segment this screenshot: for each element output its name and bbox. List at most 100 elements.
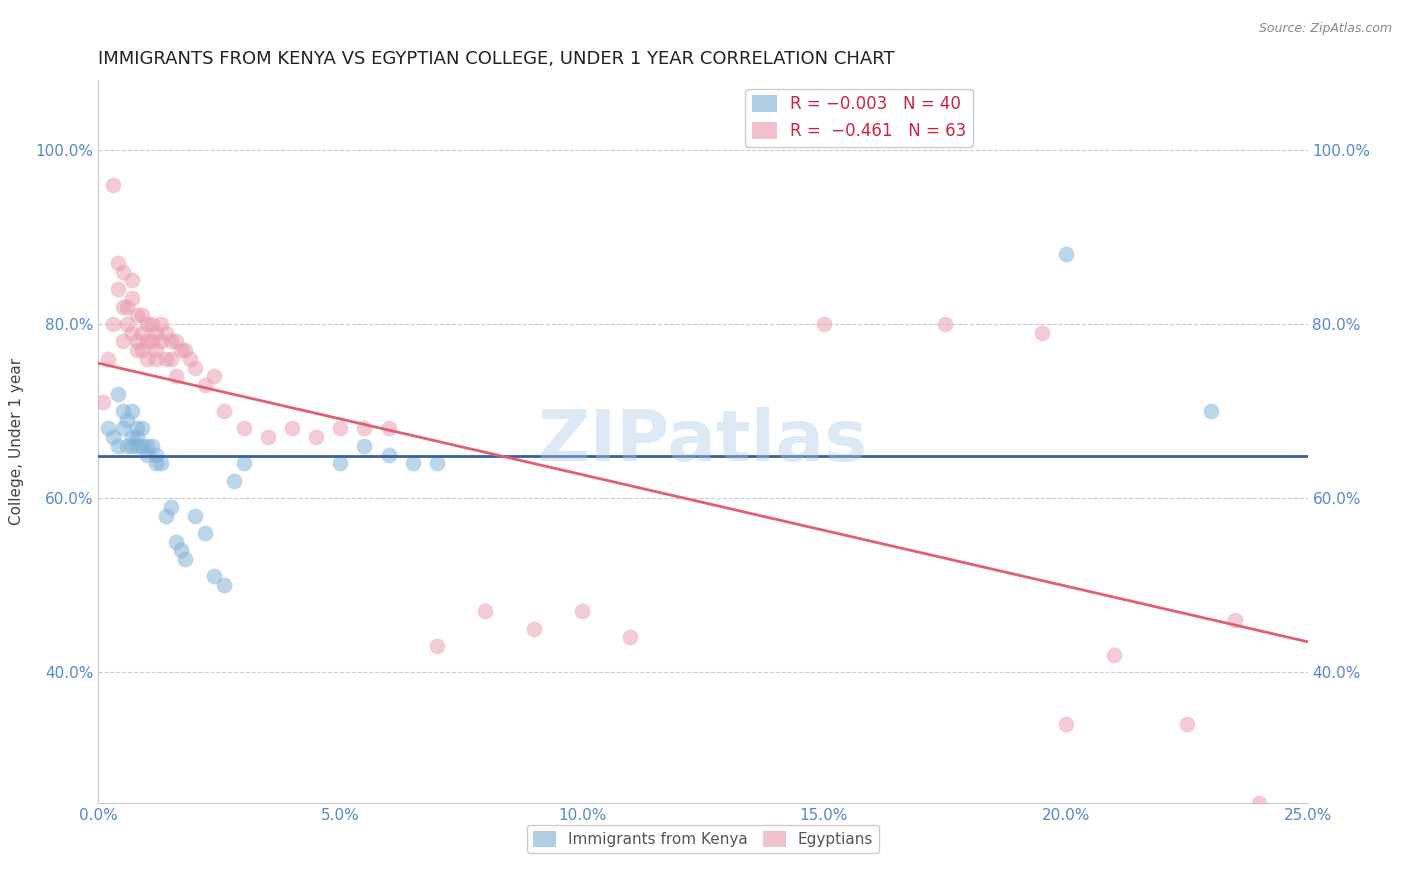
Point (111, 300, 134, 314)
Point (281, 421, 304, 435)
Point (813, 317, 835, 331)
Point (107, 386, 129, 401)
Point (127, 308, 149, 322)
Point (111, 421, 134, 435)
Point (1102, 648, 1125, 662)
Point (169, 543, 191, 558)
Point (160, 351, 183, 366)
Point (934, 317, 956, 331)
Point (165, 534, 187, 549)
Point (377, 421, 399, 435)
Point (107, 256, 129, 270)
Point (127, 343, 149, 358)
Point (204, 569, 226, 583)
Point (165, 369, 187, 384)
Point (111, 404, 134, 418)
Point (155, 508, 177, 523)
Point (194, 378, 217, 392)
Point (155, 326, 177, 340)
Point (145, 326, 167, 340)
Text: ZIPatlas: ZIPatlas (538, 407, 868, 476)
Point (523, 622, 546, 636)
Point (145, 343, 167, 358)
Point (571, 604, 593, 618)
Point (145, 448, 167, 462)
Point (131, 343, 153, 358)
Point (91, 395, 114, 409)
Text: IMMIGRANTS FROM KENYA VS EGYPTIAN COLLEGE, UNDER 1 YEAR CORRELATION CHART: IMMIGRANTS FROM KENYA VS EGYPTIAN COLLEG… (98, 50, 896, 68)
Point (101, 317, 124, 331)
Point (101, 430, 124, 444)
Point (212, 578, 235, 592)
Point (402, 456, 425, 470)
Point (121, 439, 143, 453)
Point (117, 317, 139, 331)
Point (1175, 717, 1198, 731)
Point (127, 421, 149, 435)
Point (135, 351, 157, 366)
Point (135, 317, 157, 331)
Point (131, 439, 153, 453)
Point (426, 456, 449, 470)
Point (160, 500, 183, 514)
Point (165, 334, 187, 349)
Point (121, 291, 143, 305)
Point (117, 439, 139, 453)
Point (135, 439, 157, 453)
Point (174, 552, 197, 566)
Point (155, 351, 177, 366)
Point (426, 639, 449, 653)
Point (145, 456, 167, 470)
Point (141, 439, 163, 453)
Point (127, 439, 149, 453)
Point (1031, 326, 1053, 340)
Point (204, 369, 226, 384)
Point (111, 334, 134, 349)
Point (353, 439, 375, 453)
Point (377, 448, 399, 462)
Point (305, 430, 328, 444)
Point (222, 474, 245, 488)
Point (179, 351, 201, 366)
Point (121, 404, 143, 418)
Point (150, 456, 173, 470)
Point (184, 360, 207, 375)
Point (97, 421, 120, 435)
Point (150, 334, 173, 349)
Point (212, 404, 235, 418)
Point (1054, 717, 1077, 731)
Point (194, 525, 217, 540)
Point (127, 334, 149, 349)
Point (107, 282, 129, 296)
Point (1223, 613, 1246, 627)
Point (101, 178, 124, 192)
Point (169, 343, 191, 358)
Point (150, 317, 173, 331)
Point (256, 430, 278, 444)
Point (131, 308, 153, 322)
Point (619, 631, 641, 645)
Point (1054, 247, 1077, 261)
Point (121, 273, 143, 287)
Point (127, 430, 149, 444)
Point (232, 456, 254, 470)
Legend: Immigrants from Kenya, Egyptians: Immigrants from Kenya, Egyptians (527, 825, 879, 853)
Point (353, 421, 375, 435)
Point (474, 604, 496, 618)
Point (135, 448, 157, 462)
Point (107, 439, 129, 453)
Y-axis label: College, Under 1 year: College, Under 1 year (10, 358, 24, 525)
Point (184, 508, 207, 523)
Point (329, 456, 352, 470)
Point (121, 326, 143, 340)
Point (329, 421, 352, 435)
Point (121, 430, 143, 444)
Point (141, 334, 163, 349)
Point (131, 421, 153, 435)
Point (117, 300, 139, 314)
Point (1249, 796, 1271, 810)
Point (174, 343, 197, 358)
Point (232, 421, 254, 435)
Point (160, 334, 183, 349)
Point (135, 334, 157, 349)
